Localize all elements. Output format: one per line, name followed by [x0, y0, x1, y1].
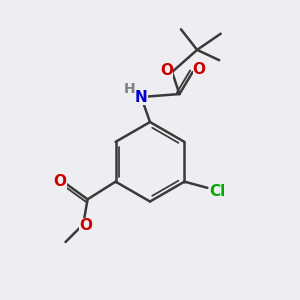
Text: N: N: [135, 89, 148, 104]
Text: O: O: [53, 174, 66, 189]
Text: O: O: [160, 63, 173, 78]
Text: H: H: [124, 82, 135, 96]
Text: O: O: [79, 218, 92, 233]
Text: O: O: [193, 61, 206, 76]
Text: Cl: Cl: [209, 184, 226, 199]
